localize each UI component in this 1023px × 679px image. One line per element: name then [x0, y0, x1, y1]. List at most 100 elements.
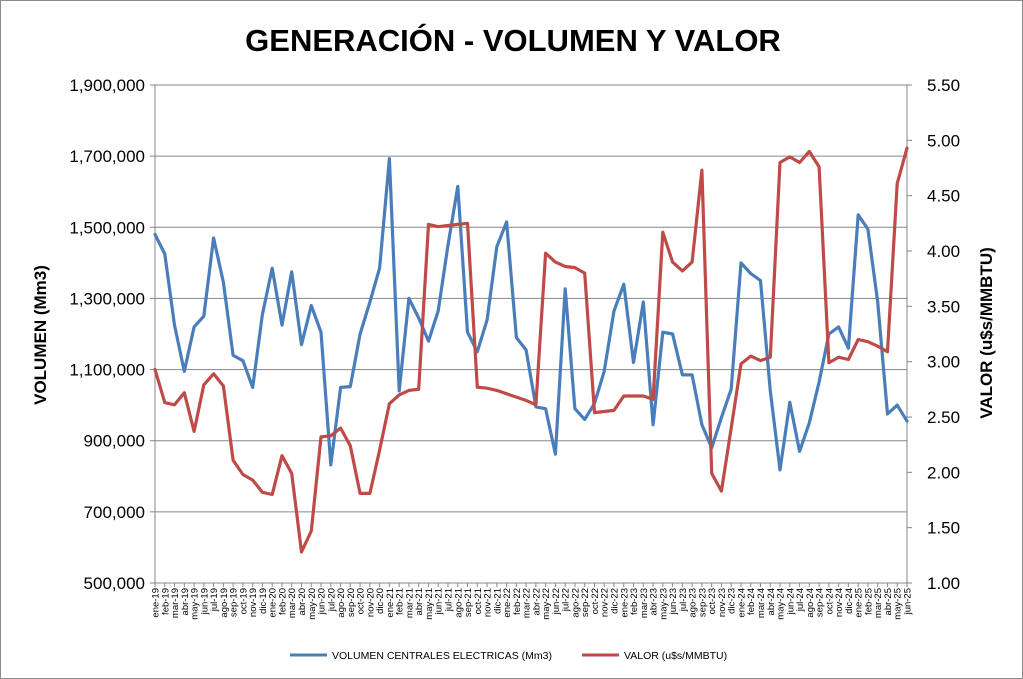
x-axis-tick-label: nov-21: [483, 588, 494, 617]
x-axis-tick-label: ago-19: [219, 588, 230, 618]
x-axis-tick-label: abr-21: [414, 588, 425, 615]
x-axis-tick-label: may-24: [776, 588, 787, 620]
x-axis-tick-label: sep-19: [229, 588, 240, 617]
x-axis-tick-label: oct-22: [590, 588, 601, 614]
x-axis-tick-label: ago-22: [570, 588, 581, 618]
x-axis-tick-label: may-22: [541, 588, 552, 620]
x-axis-tick-label: sep-21: [463, 588, 474, 617]
x-axis-tick-label: ene-19: [151, 588, 162, 618]
x-axis-tick-label: nov-20: [365, 588, 376, 617]
x-axis-tick-label: jun-20: [317, 588, 328, 615]
x-axis-tick-label: feb-19: [160, 588, 171, 615]
x-axis-tick-label: oct-20: [356, 588, 367, 614]
x-axis-tick-label: sep-24: [815, 588, 826, 617]
x-axis-tick-label: feb-22: [512, 588, 523, 615]
x-axis-tick-label: ene-23: [619, 588, 630, 618]
x-axis-tick-label: abr-22: [531, 588, 542, 615]
left-axis-ticks: 500,000 700,000 900,000 1,100,000 1,300,000 1…: [69, 76, 155, 593]
right-axis-tick-label: 5.50: [927, 76, 960, 95]
x-axis-tick-label: jul-21: [443, 588, 454, 612]
x-axis-tick-label: ene-24: [736, 588, 747, 618]
x-axis-tick-label: ene-21: [385, 588, 396, 618]
x-axis-tick-label: mar-19: [170, 588, 181, 618]
legend-label-volumen: VOLUMEN CENTRALES ELECTRICAS (Mm3): [332, 650, 552, 662]
x-axis-tick-label: dic-21: [492, 588, 503, 614]
x-axis-tick-label: ago-23: [688, 588, 699, 618]
x-axis-tick-label: jun-25: [903, 588, 914, 615]
chart-title: GENERACIÓN - VOLUMEN Y VALOR: [245, 22, 781, 58]
legend: VOLUMEN CENTRALES ELECTRICAS (Mm3) VALOR…: [290, 650, 727, 662]
x-axis-ticks: ene-19feb-19mar-19abr-19may-19jun-19jul-…: [151, 583, 914, 620]
x-axis-tick-label: may-19: [190, 588, 201, 620]
x-axis-tick-label: dic-19: [258, 588, 269, 614]
right-axis-tick-label: 1.50: [927, 519, 960, 538]
x-axis-tick-label: ene-25: [854, 588, 865, 618]
left-axis-tick-label: 1,700,000: [69, 147, 145, 166]
left-axis-tick-label: 700,000: [84, 503, 145, 522]
x-axis-tick-label: abr-25: [883, 588, 894, 615]
x-axis-tick-label: nov-22: [600, 588, 611, 617]
right-axis-tick-label: 4.00: [927, 242, 960, 261]
x-axis-tick-label: jul-19: [209, 588, 220, 612]
x-axis-tick-label: may-20: [307, 588, 318, 620]
x-axis-tick-label: may-23: [658, 588, 669, 620]
x-axis-tick-label: dic-20: [375, 588, 386, 614]
x-axis-tick-label: feb-21: [395, 588, 406, 615]
x-axis-tick-label: nov-19: [248, 588, 259, 617]
x-axis-tick-label: jun-23: [668, 588, 679, 615]
x-axis-tick-label: sep-20: [346, 588, 357, 617]
right-axis-ticks: 1.00 1.50 2.00 2.50 3.00 3.50 4.00 4.50 5.00 5.50: [907, 76, 960, 593]
left-axis-tick-label: 1,100,000: [69, 361, 145, 380]
x-axis-tick-label: dic-23: [727, 588, 738, 614]
x-axis-tick-label: jun-22: [551, 588, 562, 615]
x-axis-tick-label: sep-22: [580, 588, 591, 617]
x-axis-tick-label: jul-24: [795, 588, 806, 612]
x-axis-tick-label: mar-23: [639, 588, 650, 618]
x-axis-tick-label: mar-22: [522, 588, 533, 618]
x-axis-tick-label: jul-20: [326, 588, 337, 612]
right-axis-tick-label: 3.50: [927, 297, 960, 316]
x-axis-tick-label: oct-23: [707, 588, 718, 614]
x-axis-tick-label: ene-22: [502, 588, 513, 618]
x-axis-tick-label: mar-24: [756, 588, 767, 618]
x-axis-tick-label: abr-19: [180, 588, 191, 615]
legend-label-valor: VALOR (u$s/MMBTU): [624, 650, 727, 662]
x-axis-tick-label: ene-20: [268, 588, 279, 618]
left-axis-tick-label: 1,900,000: [69, 76, 145, 95]
x-axis-tick-label: jun-19: [199, 588, 210, 615]
left-axis-tick-label: 500,000: [84, 574, 145, 593]
right-axis-tick-label: 1.00: [927, 574, 960, 593]
x-axis-tick-label: feb-20: [277, 588, 288, 615]
x-axis-tick-label: ago-20: [336, 588, 347, 618]
plot-area: [154, 85, 908, 584]
x-axis-tick-label: nov-24: [834, 588, 845, 617]
x-axis-tick-label: sep-23: [697, 588, 708, 617]
x-axis-tick-label: oct-24: [824, 588, 835, 614]
right-axis-tick-label: 4.50: [927, 187, 960, 206]
right-axis-tick-label: 2.50: [927, 408, 960, 427]
y-axis-label-left: VOLUMEN (Mm3): [31, 265, 50, 405]
left-axis-tick-label: 1,300,000: [69, 289, 145, 308]
x-axis-tick-label: jul-22: [561, 588, 572, 612]
x-axis-tick-label: mar-20: [287, 588, 298, 618]
x-axis-tick-label: dic-24: [844, 588, 855, 614]
volumen-series-line: [153, 157, 909, 472]
x-axis-tick-label: nov-23: [717, 588, 728, 617]
right-axis-tick-label: 2.00: [927, 463, 960, 482]
right-axis-tick-label: 5.00: [927, 131, 960, 150]
x-axis-tick-label: abr-20: [297, 588, 308, 615]
valor-series-line: [153, 146, 909, 554]
x-axis-tick-label: jun-21: [434, 588, 445, 615]
series-lines: [153, 146, 909, 554]
left-axis-tick-label: 1,500,000: [69, 218, 145, 237]
x-axis-tick-label: feb-24: [746, 588, 757, 615]
x-axis-tick-label: mar-21: [404, 588, 415, 618]
x-axis-tick-label: abr-24: [766, 588, 777, 615]
left-axis-tick-label: 900,000: [84, 432, 145, 451]
y-axis-label-right: VALOR (u$s/MMBTU): [977, 247, 996, 419]
x-axis-tick-label: feb-25: [863, 588, 874, 615]
x-axis-tick-label: oct-21: [473, 588, 484, 614]
x-axis-tick-label: dic-22: [610, 588, 621, 614]
